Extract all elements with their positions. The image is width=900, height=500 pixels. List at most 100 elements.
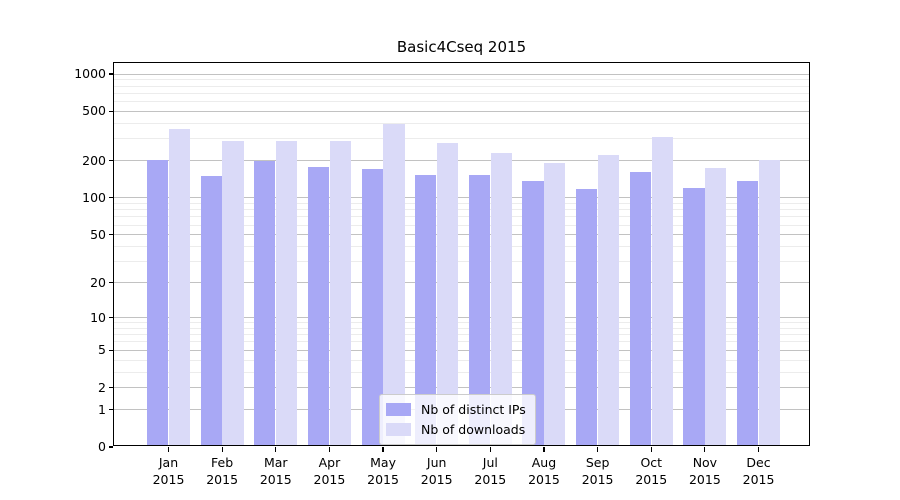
- chart-title: Basic4Cseq 2015: [396, 38, 527, 56]
- minor-gridline: [114, 224, 809, 226]
- bar-downloads-dec: [758, 159, 781, 445]
- plot-area: 0 1 2 5 10 20 50 100 200 500 1000 Jan 2015 Feb 2015 M…: [74, 62, 810, 487]
- bar-distinct-ips-jun: [415, 175, 437, 445]
- x-tick-mark: [328, 447, 330, 452]
- y-tick-label: 10: [90, 309, 106, 325]
- bar-downloads-apr: [329, 141, 351, 445]
- minor-gridline: [114, 371, 809, 373]
- x-tick-label-may: May 2015: [367, 455, 399, 487]
- legend-item-downloads: Nb of downloads: [386, 420, 526, 439]
- minor-gridline: [114, 138, 809, 140]
- bar-downloads-jan: [168, 128, 190, 445]
- major-gridline: [114, 110, 809, 112]
- x-tick-label-jan: Jan 2015: [152, 455, 185, 487]
- bar-downloads-may: [383, 124, 405, 445]
- minor-gridline: [114, 341, 809, 343]
- y-tick-label: 1: [98, 401, 106, 417]
- bar-distinct-ips-oct: [629, 172, 651, 445]
- bar-distinct-ips-mar: [254, 160, 276, 445]
- major-gridline: [114, 73, 809, 75]
- x-tick-label-aug: Aug 2015: [528, 455, 560, 487]
- major-gridline: [114, 197, 809, 199]
- y-tick-mark: [109, 349, 113, 351]
- major-gridline: [114, 317, 809, 319]
- minor-gridline: [114, 359, 809, 361]
- bar-distinct-ips-jan: [147, 159, 169, 445]
- major-gridline: [114, 282, 809, 284]
- bar-downloads-nov: [705, 168, 727, 445]
- y-tick-mark: [109, 160, 113, 162]
- x-tick-mark: [597, 447, 599, 452]
- bar-downloads-jun: [437, 142, 459, 445]
- minor-gridline: [114, 101, 809, 103]
- minor-gridline: [114, 246, 809, 248]
- y-tick-mark: [109, 110, 113, 112]
- y-tick-label: 1000: [74, 66, 106, 82]
- x-tick-label-dec: Dec 2015: [742, 455, 775, 487]
- y-tick-mark: [109, 197, 113, 199]
- x-tick-mark: [650, 447, 652, 452]
- y-tick-mark: [109, 316, 113, 319]
- minor-gridline: [114, 79, 809, 81]
- legend-item-distinct-ips: Nb of distinct IPs: [386, 400, 526, 419]
- x-tick-mark: [221, 447, 223, 452]
- major-gridline: [114, 387, 809, 389]
- legend: Nb of distinct IPs Nb of downloads: [379, 394, 536, 445]
- legend-swatch-downloads-icon: [386, 423, 411, 436]
- major-gridline: [114, 349, 809, 351]
- y-tick-mark: [109, 446, 113, 448]
- x-tick-label-jul: Jul 2015: [474, 455, 507, 487]
- bar-downloads-oct: [651, 136, 673, 445]
- x-tick-label-apr: Apr 2015: [313, 455, 346, 487]
- y-tick-label: 100: [82, 189, 106, 205]
- x-tick-label-oct: Oct 2015: [635, 455, 668, 487]
- bar-distinct-ips-jul: [468, 174, 491, 445]
- x-tick-label-mar: Mar 2015: [259, 455, 292, 487]
- y-tick-mark: [109, 234, 113, 236]
- minor-gridline: [114, 216, 809, 218]
- x-tick-mark: [757, 447, 760, 452]
- bar-distinct-ips-aug: [522, 181, 544, 445]
- minor-gridline: [114, 322, 809, 324]
- bar-distinct-ips-sep: [576, 188, 598, 445]
- bar-downloads-jul: [490, 152, 512, 445]
- bar-distinct-ips-nov: [683, 188, 705, 445]
- x-tick-mark: [167, 447, 170, 452]
- y-tick-label: 20: [90, 274, 106, 290]
- x-tick-mark: [489, 447, 491, 452]
- x-tick-mark: [436, 447, 438, 452]
- minor-gridline: [114, 334, 809, 336]
- bar-downloads-sep: [597, 154, 620, 445]
- x-tick-label-jun: Jun 2015: [420, 455, 453, 487]
- x-tick-label-nov: Nov 2015: [688, 455, 721, 487]
- minor-gridline: [114, 261, 809, 263]
- y-tick-mark: [109, 408, 113, 411]
- bar-distinct-ips-may: [361, 169, 383, 445]
- x-tick-mark: [382, 447, 384, 452]
- bar-downloads-aug: [544, 162, 566, 445]
- x-tick-mark: [704, 447, 706, 452]
- legend-label-distinct-ips: Nb of distinct IPs: [421, 401, 526, 417]
- bar-distinct-ips-feb: [200, 175, 222, 445]
- minor-gridline: [114, 209, 809, 211]
- bar-downloads-mar: [276, 141, 298, 445]
- minor-gridline: [114, 85, 809, 87]
- x-tick-label-sep: Sep 2015: [581, 455, 614, 487]
- minor-gridline: [114, 122, 809, 124]
- y-tick-label: 50: [90, 226, 106, 242]
- x-tick-label-feb: Feb 2015: [206, 455, 239, 487]
- y-tick-mark: [109, 282, 113, 284]
- bar-downloads-feb: [222, 140, 244, 445]
- y-tick-label: 200: [82, 152, 106, 168]
- y-tick-label: 500: [82, 103, 106, 119]
- y-tick-mark: [109, 387, 113, 389]
- major-gridline: [114, 160, 809, 162]
- minor-gridline: [114, 202, 809, 204]
- x-tick-mark: [543, 447, 545, 452]
- y-tick-label: 2: [98, 379, 106, 395]
- major-gridline: [114, 234, 809, 236]
- x-tick-mark: [275, 447, 277, 452]
- legend-label-downloads: Nb of downloads: [421, 421, 526, 437]
- bar-distinct-ips-dec: [737, 181, 759, 445]
